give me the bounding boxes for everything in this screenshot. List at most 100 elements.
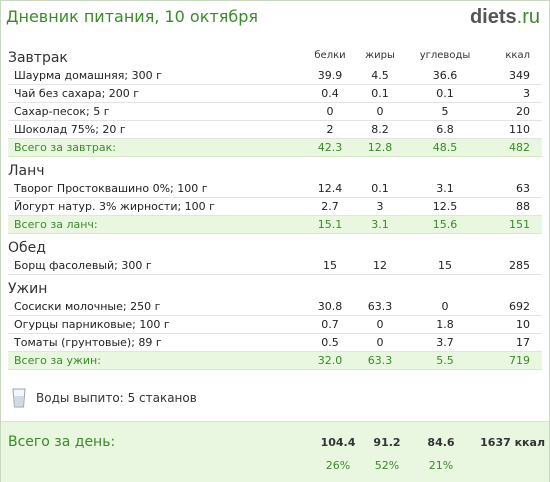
total-kcal: 719	[486, 351, 542, 370]
food-kcal: 88	[486, 197, 542, 216]
meal-total-row: Всего за ужин: 32.0 63.3 5.5 719	[8, 351, 542, 370]
column-header-kcal: ккал	[505, 50, 530, 61]
water-text: Воды выпито: 5 стаканов	[36, 391, 197, 405]
food-fat: 0	[356, 102, 404, 121]
food-row: Томаты (грунтовые); 89 г 0.5 0 3.7 17	[8, 333, 542, 352]
food-protein: 2.7	[304, 197, 356, 216]
food-protein: 12.4	[304, 180, 356, 198]
nutrition-table: Завтрак белки жиры углеводы ккал Шаурма …	[8, 44, 542, 370]
meal-title: Обед	[8, 240, 46, 256]
food-row: Борщ фасолевый; 300 г 15 12 15 285	[8, 257, 542, 275]
meal-total-label: Всего за ужин:	[8, 351, 304, 370]
food-fat: 0.1	[356, 180, 404, 198]
water-glass-icon	[12, 388, 26, 408]
food-carbs: 0	[404, 298, 486, 316]
food-name: Шоколад 75%; 20 г	[8, 120, 304, 139]
total-protein: 15.1	[304, 215, 356, 234]
total-kcal: 151	[486, 215, 542, 234]
food-protein: 39.9	[304, 67, 356, 85]
food-row: Огурцы парниковые; 100 г 0.7 0 1.8 10	[8, 315, 542, 334]
meal-title: Ужин	[8, 281, 48, 297]
food-kcal: 17	[486, 333, 542, 352]
food-protein: 0	[304, 102, 356, 121]
food-protein: 15	[304, 257, 356, 275]
food-fat: 4.5	[356, 67, 404, 85]
column-header-protein: белки	[314, 50, 346, 61]
food-name: Борщ фасолевый; 300 г	[8, 257, 304, 275]
total-carbs: 5.5	[404, 351, 486, 370]
food-protein: 30.8	[304, 298, 356, 316]
total-protein: 42.3	[304, 138, 356, 157]
food-name: Сахар-песок; 5 г	[8, 102, 304, 121]
food-kcal: 692	[486, 298, 542, 316]
food-protein: 2	[304, 120, 356, 139]
food-protein: 0.7	[304, 315, 356, 334]
food-fat: 0	[356, 333, 404, 352]
food-carbs: 0.1	[404, 84, 486, 103]
meal-title: Завтрак	[8, 50, 68, 66]
total-carbs: 48.5	[404, 138, 486, 157]
food-fat: 0	[356, 315, 404, 334]
water-label: Воды выпито:	[36, 391, 124, 405]
meal-total-row: Всего за ланч: 15.1 3.1 15.6 151	[8, 215, 542, 234]
total-fat: 12.8	[356, 138, 404, 157]
day-protein-percent: 26%	[325, 459, 351, 472]
total-protein: 32.0	[304, 351, 356, 370]
food-fat: 63.3	[356, 298, 404, 316]
food-row: Йогурт натур. 3% жирности; 100 г 2.7 3 1…	[8, 197, 542, 216]
column-header-carbs: углеводы	[419, 50, 471, 61]
food-kcal: 349	[486, 67, 542, 85]
food-carbs: 6.8	[404, 120, 486, 139]
food-kcal: 63	[486, 180, 542, 198]
food-carbs: 36.6	[404, 67, 486, 85]
food-row: Творог Простоквашино 0%; 100 г 12.4 0.1 …	[8, 180, 542, 198]
food-row: Чай без сахара; 200 г 0.4 0.1 0.1 3	[8, 84, 542, 103]
food-name: Шаурма домашняя; 300 г	[8, 67, 304, 85]
food-kcal: 110	[486, 120, 542, 139]
food-row: Шоколад 75%; 20 г 2 8.2 6.8 110	[8, 120, 542, 139]
logo-suffix: .ru	[516, 6, 540, 28]
food-carbs: 3.1	[404, 180, 486, 198]
food-row: Сахар-песок; 5 г 0 0 5 20	[8, 102, 542, 121]
food-carbs: 3.7	[404, 333, 486, 352]
header: Дневник питания, 10 октября diets.ru	[6, 6, 542, 30]
total-fat: 63.3	[356, 351, 404, 370]
water-value: 5 стаканов	[127, 391, 197, 405]
food-name: Томаты (грунтовые); 89 г	[8, 333, 304, 352]
food-protein: 0.5	[304, 333, 356, 352]
water-intake: Воды выпито: 5 стаканов	[12, 387, 312, 411]
total-fat: 3.1	[356, 215, 404, 234]
food-carbs: 1.8	[404, 315, 486, 334]
total-kcal: 482	[486, 138, 542, 157]
food-kcal: 285	[486, 257, 542, 275]
food-carbs: 5	[404, 102, 486, 121]
food-row: Шаурма домашняя; 300 г 39.9 4.5 36.6 349	[8, 67, 542, 85]
food-carbs: 12.5	[404, 197, 486, 216]
food-row: Сосиски молочные; 250 г 30.8 63.3 0 692	[8, 298, 542, 316]
food-kcal: 10	[486, 315, 542, 334]
food-name: Чай без сахара; 200 г	[8, 84, 304, 103]
day-carbs-percent: 21%	[428, 459, 454, 472]
food-fat: 8.2	[356, 120, 404, 139]
food-fat: 12	[356, 257, 404, 275]
day-fat-percent: 52%	[374, 459, 400, 472]
site-logo[interactable]: diets.ru	[470, 6, 540, 29]
food-fat: 3	[356, 197, 404, 216]
total-carbs: 15.6	[404, 215, 486, 234]
food-kcal: 3	[486, 84, 542, 103]
food-carbs: 15	[404, 257, 486, 275]
column-header-fat: жиры	[365, 50, 395, 61]
food-name: Сосиски молочные; 250 г	[8, 298, 304, 316]
meal-total-row: Всего за завтрак: 42.3 12.8 48.5 482	[8, 138, 542, 157]
food-protein: 0.4	[304, 84, 356, 103]
day-total-carbs: 84.6	[427, 436, 455, 449]
page-title: Дневник питания, 10 октября	[6, 7, 258, 26]
food-fat: 0.1	[356, 84, 404, 103]
meal-title: Ланч	[8, 163, 45, 179]
day-total-protein: 104.4	[320, 436, 356, 449]
logo-main: diets	[469, 6, 517, 28]
day-total-kcal: 1637 ккал	[480, 436, 545, 449]
food-name: Творог Простоквашино 0%; 100 г	[8, 180, 304, 198]
day-total: Всего за день: 104.4 91.2 84.6 1637 ккал…	[1, 421, 549, 482]
meal-total-label: Всего за ланч:	[8, 215, 304, 234]
